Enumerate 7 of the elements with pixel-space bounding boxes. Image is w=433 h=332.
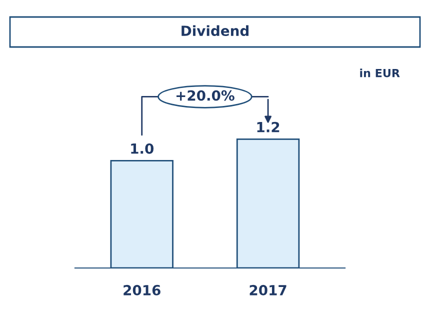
x-tick-label: 2017	[250, 284, 286, 296]
x-tick-label: 2016	[124, 284, 160, 296]
data-label: 1.2	[257, 122, 280, 132]
text: in EUR	[360, 68, 400, 78]
data-label: 1.0	[131, 143, 154, 154]
text: +20.0%	[176, 90, 234, 101]
chart-title: Dividend	[182, 25, 248, 36]
